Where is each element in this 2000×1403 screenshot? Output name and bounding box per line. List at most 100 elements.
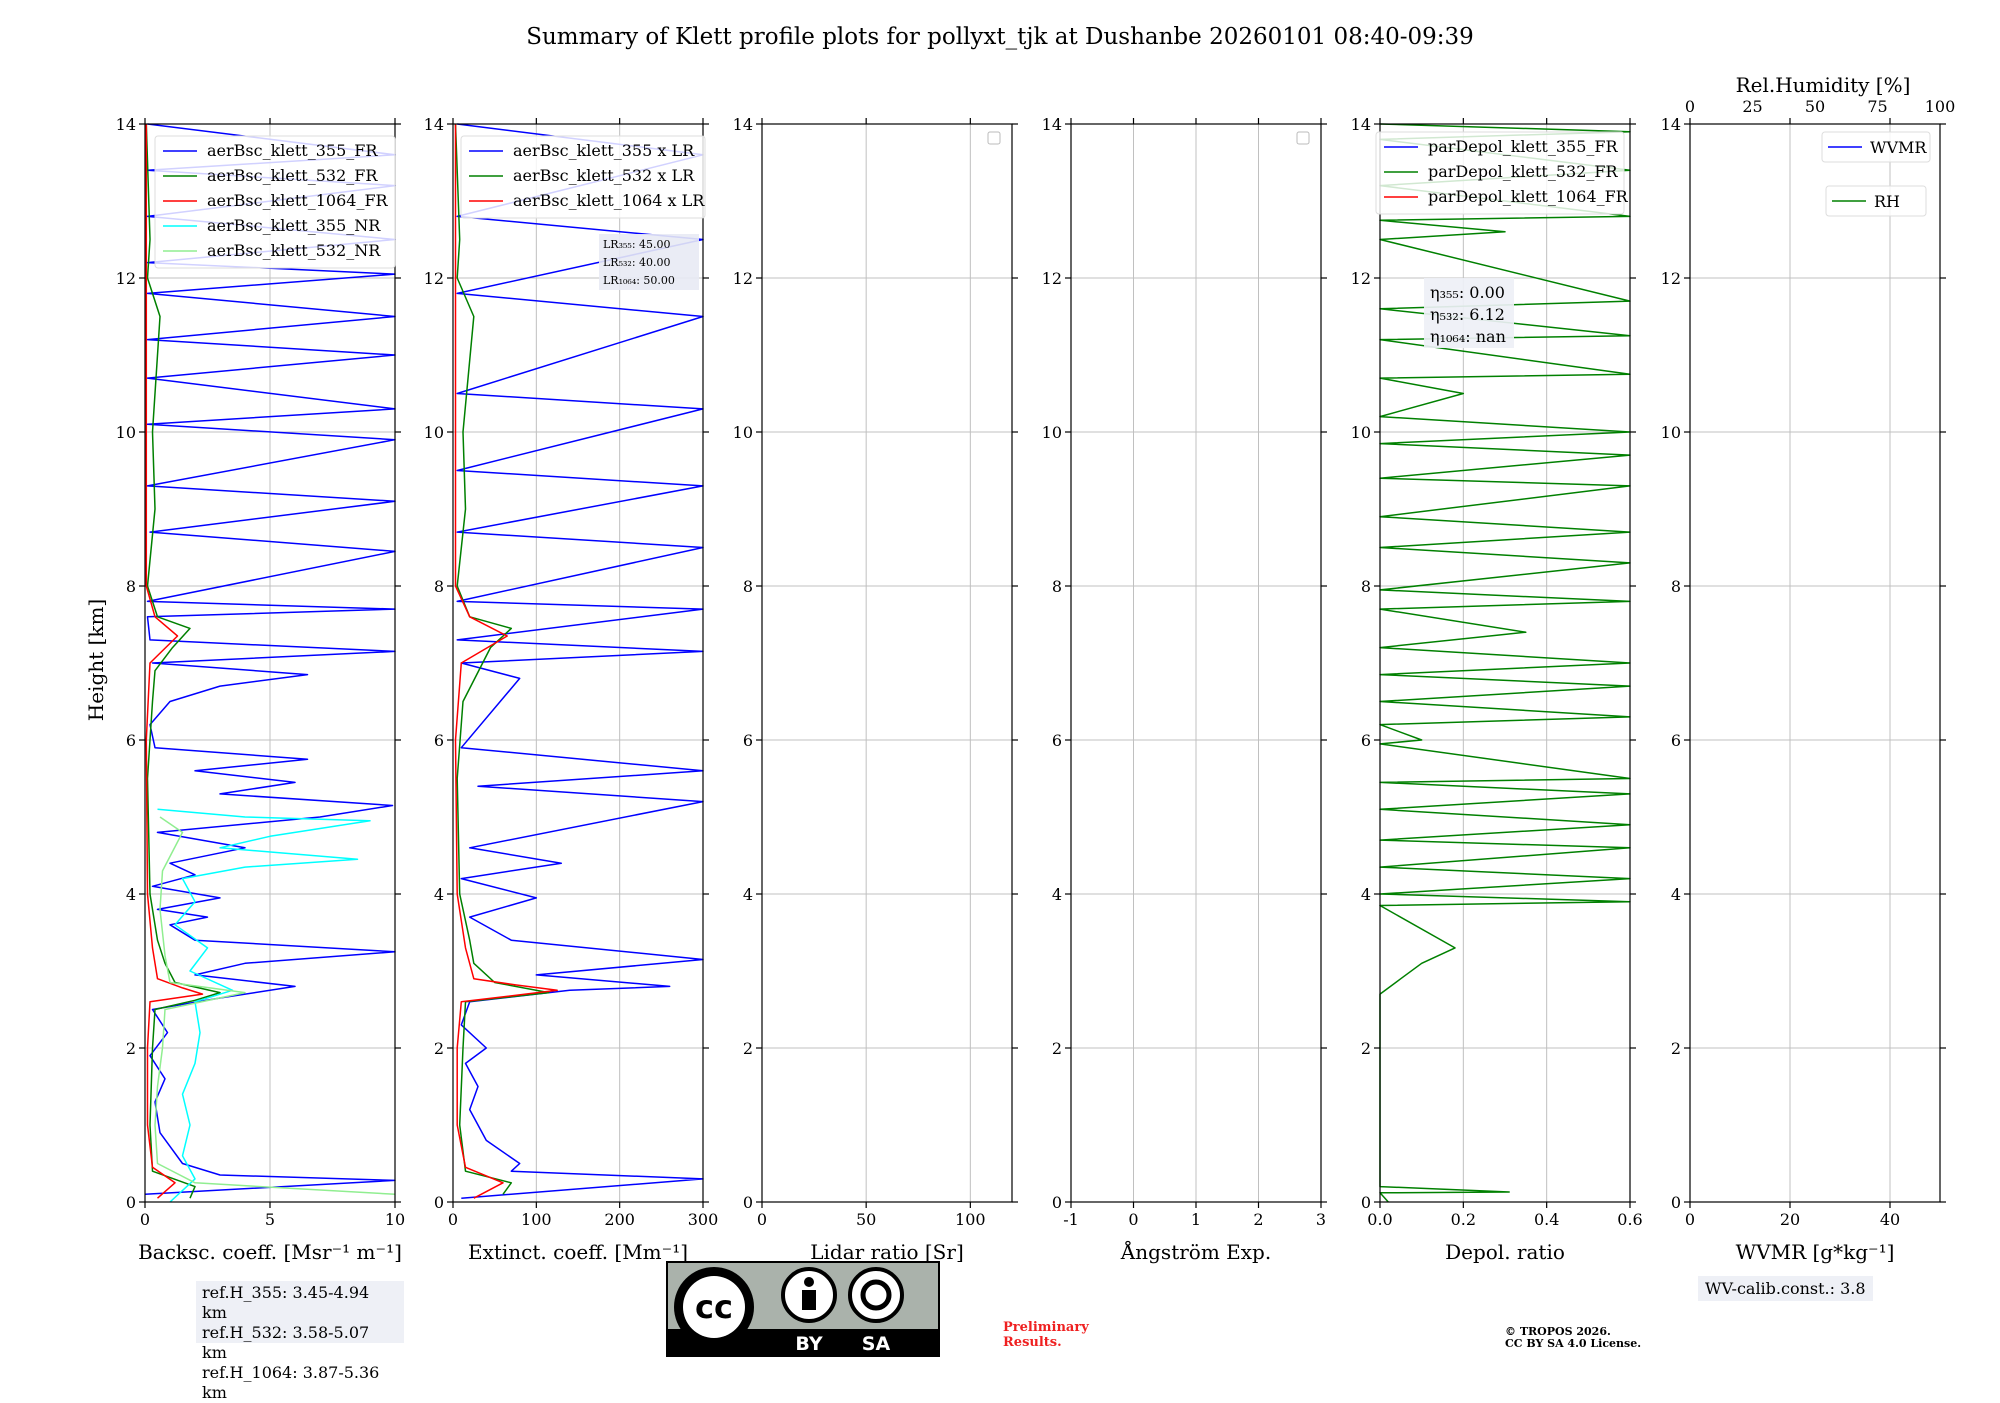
y-tick-label: 8: [126, 577, 136, 596]
x-tick-label: 100: [955, 1210, 986, 1229]
eta-annotation: η₅₃₂: 6.12: [1430, 305, 1505, 324]
legend-box: [1375, 131, 1625, 215]
x-tick-label: 20: [1780, 1210, 1800, 1229]
x-axis-label: Extinct. coeff. [Mm⁻¹]: [468, 1240, 688, 1264]
panel-lidar_ratio: 0 50 100 0 2 4 6 8 10 12 14 Lidar ratio [Sr]: [733, 115, 1018, 1264]
y-tick-label: 6: [1052, 731, 1062, 750]
series-aerBsc_klett_532_FR: [145, 123, 221, 1199]
y-tick-label: 4: [1361, 885, 1371, 904]
y-tick-label: 12: [1351, 269, 1371, 288]
y-tick-label: 0: [743, 1193, 753, 1212]
lr-annotation: LR₃₅₅: 45.00: [603, 238, 671, 251]
preliminary-line-1: Preliminary: [1003, 1320, 1089, 1335]
top-x-axis-label: Rel.Humidity [%]: [1736, 73, 1911, 97]
x-tick-label: 50: [856, 1210, 876, 1229]
y-tick-label: 12: [424, 269, 444, 288]
y-tick-label: 10: [733, 423, 753, 442]
y-tick-label: 0: [1361, 1193, 1371, 1212]
x-tick-label: 0: [1685, 1210, 1695, 1229]
copyright-line-1: © TROPOS 2026.: [1505, 1325, 1611, 1338]
ref-height-355: ref.H_355: 3.45-4.94 km: [202, 1283, 370, 1322]
y-tick-label: 6: [126, 731, 136, 750]
lr-annotation: LR₁₀₆₄: 50.00: [603, 274, 675, 287]
y-tick-label: 14: [1351, 115, 1371, 134]
x-axis-label: Depol. ratio: [1445, 1240, 1565, 1264]
legend-entry: aerBsc_klett_532 x LR: [513, 166, 695, 185]
top-x-tick-label: 0: [1685, 97, 1695, 116]
legend-box: [1821, 131, 1931, 163]
y-tick-label: 10: [1042, 423, 1062, 442]
cc-logo-icon: [683, 1276, 745, 1338]
y-tick-label: 10: [1351, 423, 1371, 442]
axes-frame: [1379, 123, 1631, 1203]
x-tick-label: 40: [1880, 1210, 1900, 1229]
x-tick-label: 0: [140, 1210, 150, 1229]
y-tick-label: 14: [424, 115, 444, 134]
legend-box: [154, 135, 396, 269]
panel-depol: 0.0 0.2 0.4 0.6 0 2 4 6 8 10 12 14 Depol. ratio parDe…: [1351, 115, 1643, 1264]
y-tick-label: 8: [743, 577, 753, 596]
y-tick-label: 0: [1052, 1193, 1062, 1212]
x-axis-label: Lidar ratio [Sr]: [810, 1240, 964, 1264]
axes-frame: [1689, 123, 1941, 1203]
y-tick-label: 2: [434, 1039, 444, 1058]
y-tick-label: 2: [743, 1039, 753, 1058]
series-aerBsc_klett_355_FR: [144, 123, 396, 1196]
cc-text: cc: [695, 1288, 733, 1326]
y-tick-label: 10: [1661, 423, 1681, 442]
legend-entry: aerBsc_klett_1064_FR: [207, 191, 389, 210]
figure: Summary of Klett profile plots for polly…: [84, 24, 1956, 1264]
y-tick-label: 2: [1052, 1039, 1062, 1058]
eta-annotation: η₁₀₆₄: nan: [1430, 327, 1506, 346]
y-tick-label: 8: [1671, 577, 1681, 596]
x-tick-label: 1: [1191, 1210, 1201, 1229]
y-tick-label: 0: [434, 1193, 444, 1212]
by-label: BY: [795, 1333, 822, 1355]
y-tick-label: 8: [434, 577, 444, 596]
y-tick-label: 14: [1661, 115, 1681, 134]
axes-frame: [452, 123, 704, 1203]
empty-legend-marker: [987, 131, 1001, 145]
x-axis-label: Backsc. coeff. [Msr⁻¹ m⁻¹]: [138, 1240, 402, 1264]
y-tick-label: 6: [1361, 731, 1371, 750]
legend-entry: parDepol_klett_355_FR: [1428, 137, 1619, 156]
panel-wvmr: 0 20 40 0 2 4 6 8 10 12 14 WVMR [g*kg⁻¹] 0 25 50 75 100 R…: [1661, 73, 1956, 1264]
x-tick-label: 200: [604, 1210, 635, 1229]
cc-badge-graphic: cc BY SA: [668, 1267, 938, 1355]
y-tick-label: 14: [1042, 115, 1062, 134]
y-tick-label: 10: [116, 423, 136, 442]
figure-title: Summary of Klett profile plots for polly…: [526, 24, 1474, 50]
lr-annotation-box: [599, 234, 699, 290]
x-axis-label: WVMR [g*kg⁻¹]: [1736, 1240, 1895, 1264]
legend-entry: aerBsc_klett_532_FR: [207, 166, 378, 185]
preliminary-note: Preliminary Results.: [1003, 1320, 1089, 1350]
y-tick-label: 8: [1361, 577, 1371, 596]
x-tick-label: 300: [688, 1210, 719, 1229]
y-axis-label: Height [km]: [84, 599, 108, 721]
x-tick-label: 2: [1253, 1210, 1263, 1229]
series-aerBsc_klett_1064 x LR: [454, 124, 558, 1199]
legend-entry: WVMR: [1870, 138, 1927, 157]
legend-entry: aerBsc_klett_355_FR: [207, 141, 378, 160]
y-tick-label: 4: [1052, 885, 1062, 904]
empty-legend-marker: [1296, 131, 1310, 145]
series-aerBsc_klett_532 x LR: [454, 123, 550, 1195]
x-tick-label: 0: [757, 1210, 767, 1229]
legend-entry: aerBsc_klett_532_NR: [207, 241, 381, 260]
y-tick-label: 12: [1042, 269, 1062, 288]
x-tick-label: 0.0: [1367, 1210, 1392, 1229]
top-x-tick-label: 50: [1805, 97, 1825, 116]
ref-height-1064: ref.H_1064: 3.87-5.36 km: [202, 1363, 380, 1402]
sa-label: SA: [862, 1333, 891, 1355]
legend-box: [1825, 185, 1927, 217]
series-aerBsc_klett_1064_FR: [145, 124, 204, 1199]
x-axis-label: Ångström Exp.: [1120, 1239, 1271, 1264]
reference-heights-box: ref.H_355: 3.45-4.94 km ref.H_532: 3.58-…: [196, 1281, 404, 1402]
y-tick-label: 4: [1671, 885, 1681, 904]
y-tick-label: 4: [126, 885, 136, 904]
top-x-tick-label: 100: [1925, 97, 1956, 116]
top-x-tick-label: 75: [1867, 97, 1887, 116]
x-tick-label: 100: [521, 1210, 552, 1229]
cc-license-badge: cc BY SA: [666, 1261, 940, 1357]
